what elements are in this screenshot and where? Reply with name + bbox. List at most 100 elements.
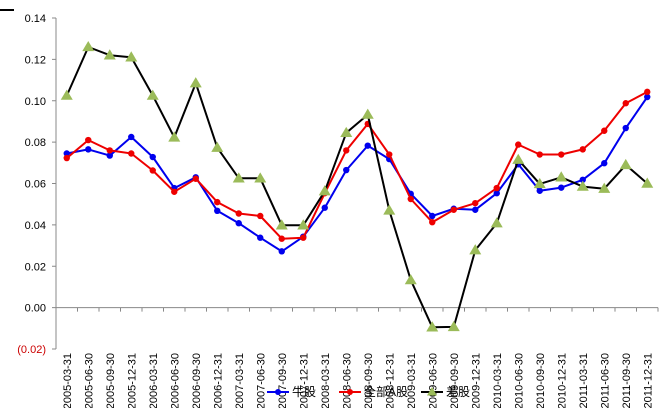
data-point bbox=[622, 100, 629, 107]
data-point bbox=[168, 131, 181, 142]
data-point bbox=[429, 212, 436, 220]
chart-legend: 牛股 全部A股 差股 bbox=[267, 384, 470, 399]
x-tick-label: 2007-09-30 bbox=[277, 353, 289, 408]
x-tick-label: 2006-03-31 bbox=[148, 353, 160, 408]
x-tick-label: 2010-09-30 bbox=[535, 353, 547, 408]
data-point bbox=[426, 321, 439, 332]
y-tick-label: 0.00 bbox=[25, 303, 46, 315]
data-point bbox=[490, 217, 503, 228]
data-point bbox=[447, 320, 460, 332]
data-point bbox=[340, 126, 353, 138]
x-tick-label: 2011-12-31 bbox=[642, 353, 654, 408]
data-point bbox=[579, 146, 586, 153]
legend-marker bbox=[347, 389, 353, 395]
data-point bbox=[383, 204, 396, 215]
x-tick-label: 2009-06-30 bbox=[427, 353, 439, 408]
x-tick-label: 2008-12-31 bbox=[384, 353, 396, 408]
data-point bbox=[63, 154, 70, 162]
data-point bbox=[128, 150, 135, 157]
data-point bbox=[364, 142, 371, 149]
data-point bbox=[644, 88, 651, 96]
data-point bbox=[146, 89, 159, 100]
x-tick-label: 2008-03-31 bbox=[320, 353, 332, 408]
data-point bbox=[211, 141, 224, 152]
legend-label: 差股 bbox=[446, 385, 470, 399]
legend-item: 差股 bbox=[421, 385, 470, 399]
data-point bbox=[576, 180, 589, 191]
data-point bbox=[254, 172, 267, 183]
data-point bbox=[149, 153, 156, 161]
y-tick-label: 0.12 bbox=[25, 54, 46, 66]
y-tick-label: (0.02) bbox=[17, 344, 46, 356]
series-line bbox=[66, 96, 649, 253]
data-point bbox=[275, 219, 288, 230]
x-tick-label: 2005-09-30 bbox=[105, 353, 117, 408]
data-point bbox=[644, 93, 651, 101]
data-point bbox=[512, 153, 525, 164]
data-point bbox=[361, 108, 374, 119]
legend-label: 牛股 bbox=[292, 384, 316, 399]
y-axis-ticks: (0.02) 0.00 0.02 0.04 0.06 0.08 0.10 0.12 0.14 bbox=[17, 13, 56, 356]
data-point bbox=[106, 152, 113, 159]
data-point bbox=[558, 151, 565, 158]
data-point bbox=[192, 175, 199, 182]
data-point bbox=[386, 151, 393, 158]
series-line bbox=[66, 91, 648, 240]
data-point bbox=[82, 40, 95, 52]
data-point bbox=[619, 158, 632, 170]
data-point bbox=[536, 151, 543, 158]
data-point bbox=[429, 218, 436, 226]
data-point bbox=[601, 160, 608, 167]
x-tick-label: 2006-12-31 bbox=[212, 353, 224, 408]
data-point bbox=[106, 147, 113, 154]
data-point bbox=[149, 167, 156, 174]
data-point bbox=[60, 89, 73, 100]
data-point bbox=[555, 171, 568, 182]
x-tick-label: 2008-09-30 bbox=[363, 353, 375, 408]
data-point bbox=[278, 235, 285, 242]
x-tick-label: 2005-06-30 bbox=[83, 353, 95, 408]
x-tick-label: 2005-03-31 bbox=[62, 353, 74, 408]
y-tick-label: 0.10 bbox=[25, 96, 46, 108]
legend-marker bbox=[427, 387, 437, 396]
x-tick-label: 2006-09-30 bbox=[191, 353, 203, 408]
data-point bbox=[278, 248, 285, 255]
x-tick-label: 2009-12-31 bbox=[470, 353, 482, 408]
data-point bbox=[622, 124, 629, 132]
x-tick-label: 2010-12-31 bbox=[556, 353, 568, 408]
y-tick-label: 0.14 bbox=[25, 13, 46, 25]
x-tick-label: 2006-06-30 bbox=[169, 353, 181, 408]
x-tick-label: 2010-03-31 bbox=[492, 353, 504, 408]
data-point bbox=[214, 207, 221, 215]
data-point bbox=[558, 184, 565, 191]
data-point bbox=[450, 206, 457, 213]
x-tick-label: 2007-06-30 bbox=[255, 353, 267, 408]
data-point bbox=[579, 176, 586, 183]
data-point bbox=[536, 187, 543, 194]
data-point bbox=[601, 127, 608, 134]
y-tick-label: 0.06 bbox=[25, 179, 46, 191]
data-point bbox=[63, 150, 70, 157]
data-point bbox=[472, 206, 479, 213]
x-tick-label: 2011-09-30 bbox=[621, 353, 633, 408]
data-point bbox=[189, 77, 202, 88]
data-point bbox=[297, 219, 310, 230]
legend-item: 牛股 bbox=[267, 384, 316, 399]
x-tick-label: 2007-03-31 bbox=[234, 353, 246, 408]
series-2 bbox=[63, 88, 651, 242]
legend-marker bbox=[275, 389, 281, 395]
x-tick-label: 2010-06-30 bbox=[513, 353, 525, 408]
data-point bbox=[472, 199, 479, 207]
data-point bbox=[515, 141, 522, 148]
x-tick-label: 2011-06-30 bbox=[599, 353, 611, 408]
data-point bbox=[85, 136, 92, 144]
data-point bbox=[300, 234, 307, 241]
x-tick-label: 2005-12-31 bbox=[126, 353, 138, 408]
y-tick-label: 0.04 bbox=[25, 220, 46, 232]
data-point bbox=[343, 166, 350, 174]
x-tick-label: 2011-03-31 bbox=[578, 353, 590, 408]
data-point bbox=[235, 220, 242, 227]
legend-label: 全部A股 bbox=[364, 384, 408, 399]
y-tick-label: 0.08 bbox=[25, 137, 46, 149]
data-point bbox=[598, 182, 611, 193]
